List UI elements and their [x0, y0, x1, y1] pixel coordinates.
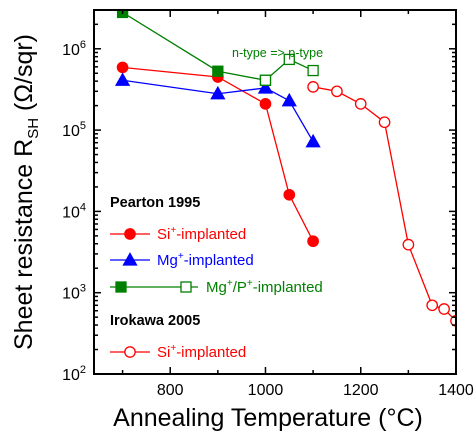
legend-label: Si+-implanted — [157, 225, 246, 243]
legend-heading: Irokawa 2005 — [110, 313, 200, 329]
data-point — [307, 81, 319, 93]
legend-marker — [124, 346, 136, 358]
data-point — [354, 98, 367, 110]
annotation: n-type => p-type — [232, 46, 323, 60]
legend-label: Mg+-implanted — [157, 251, 254, 269]
series-3 — [259, 53, 319, 86]
data-point — [283, 188, 296, 201]
x-tick-label: 800 — [157, 382, 184, 399]
legend-label: Si+-implanted — [157, 343, 246, 361]
y-tick-label: 102 — [62, 364, 86, 384]
data-point — [331, 85, 343, 98]
series-4 — [307, 81, 456, 327]
data-point — [307, 235, 319, 248]
legend-marker — [124, 228, 136, 240]
y-axis-label-main: Sheet resistance R — [10, 139, 38, 350]
legend-marker — [115, 281, 127, 293]
y-tick-label: 106 — [62, 39, 86, 59]
y-tick-label: 103 — [62, 283, 86, 303]
legend-label: Mg+/P+-implanted — [206, 278, 323, 296]
data-point — [257, 80, 274, 94]
data-point — [426, 299, 439, 312]
plot-frame — [93, 9, 457, 375]
data-point — [307, 64, 319, 77]
data-point — [402, 238, 415, 251]
data-point — [378, 116, 391, 129]
data-point — [212, 65, 224, 77]
y-axis-label-unit: (Ω/sqr) — [10, 34, 38, 118]
x-tick-label: 1200 — [343, 382, 379, 399]
data-point — [116, 61, 129, 74]
y-tick-label: 105 — [62, 120, 86, 140]
series-0 — [116, 61, 319, 248]
series-1 — [114, 72, 321, 148]
data-point — [259, 74, 272, 86]
data-point — [305, 133, 321, 148]
y-axis-label: Sheet resistance RSH (Ω/sqr) — [10, 34, 42, 350]
legend-heading: Pearton 1995 — [110, 195, 200, 211]
x-axis-label: Annealing Temperature (°C) — [113, 404, 423, 432]
x-tick-label: 1000 — [248, 382, 284, 399]
y-tick-label: 104 — [62, 201, 86, 221]
data-point — [281, 92, 297, 107]
data-point — [283, 53, 295, 66]
y-axis-label-sub: SH — [25, 118, 42, 139]
data-point — [438, 303, 450, 315]
data-point — [210, 85, 226, 100]
data-point — [259, 98, 272, 110]
legend-marker — [122, 252, 138, 266]
legend-marker — [180, 281, 192, 293]
x-tick-label: 1400 — [438, 382, 474, 399]
data-point — [114, 72, 131, 86]
